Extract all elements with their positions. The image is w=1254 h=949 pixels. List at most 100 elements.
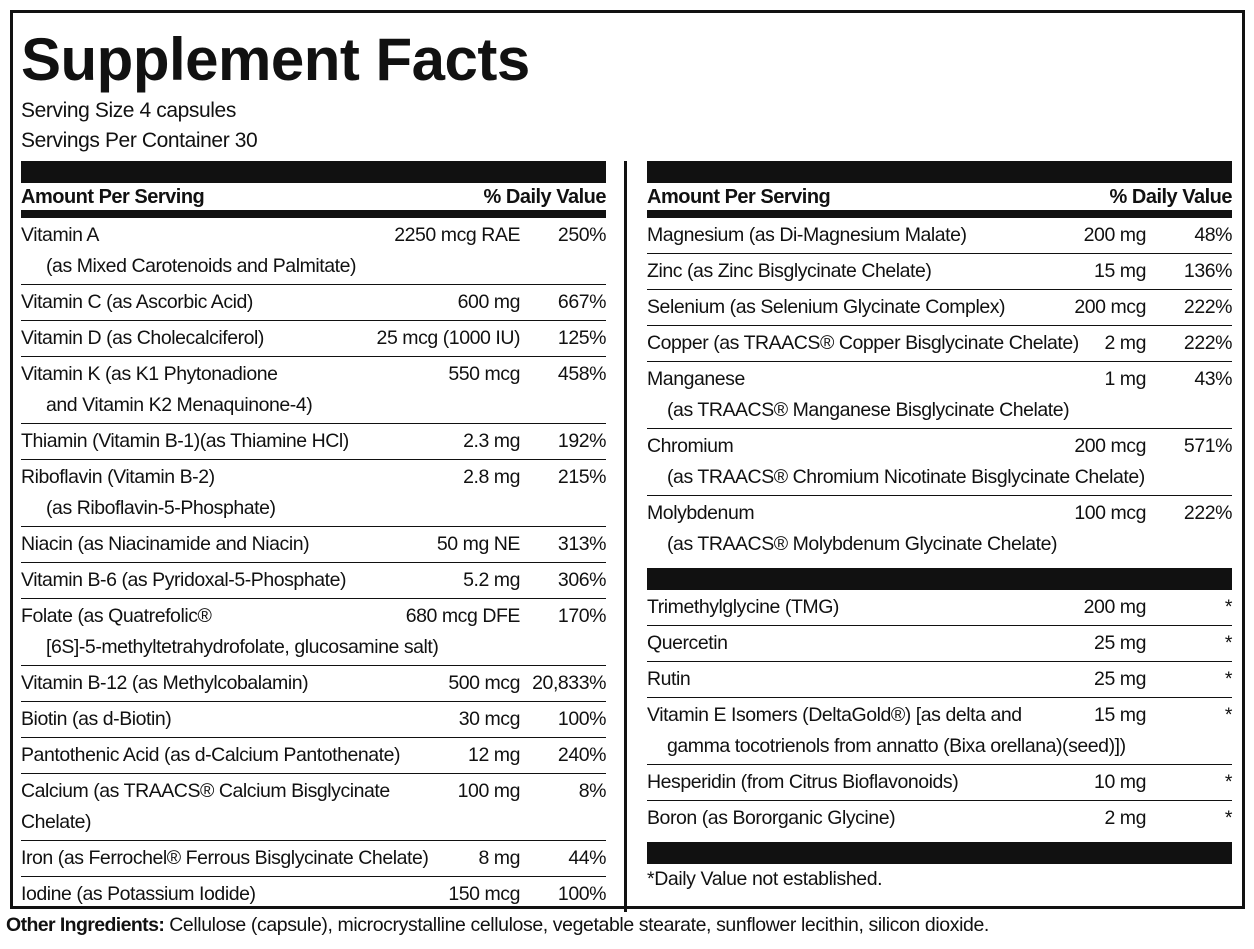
nutrient-line: Selenium (as Selenium Glycinate Complex)… (647, 292, 1232, 323)
column-header: Amount Per Serving % Daily Value (647, 183, 1233, 210)
servings-per-container: Servings Per Container 30 (21, 129, 258, 152)
daily-value-header: % Daily Value (1109, 186, 1233, 208)
nutrient-line: Pantothenic Acid (as d-Calcium Pantothen… (21, 740, 606, 771)
daily-value: 222% (1183, 332, 1233, 354)
nutrient-row: Pantothenic Acid (as d-Calcium Pantothen… (21, 738, 606, 774)
nutrient-amount: 25 mg (1094, 632, 1146, 654)
nutrient-line: Rutin 25 mg * (647, 664, 1232, 695)
nutrient-row: Copper (as TRAACS® Copper Bisglycinate C… (647, 326, 1232, 362)
black-bar (647, 210, 1232, 218)
nutrient-name: Molybdenum (647, 502, 755, 524)
nutrient-row: Vitamin K (as K1 Phytonadione 550 mcg 458%… (21, 357, 606, 424)
nutrient-line: Vitamin B-12 (as Methylcobalamin) 500 mcg… (21, 668, 606, 699)
nutrient-line: Vitamin C (as Ascorbic Acid) 600 mg 667% (21, 287, 606, 318)
nutrient-row: Vitamin B-12 (as Methylcobalamin) 500 mcg… (21, 666, 606, 702)
nutrient-line: Iodine (as Potassium Iodide) 150 mcg 100% (21, 879, 606, 910)
daily-value: 215% (557, 466, 607, 488)
nutrient-amount: 200 mg (1083, 224, 1147, 246)
column-header: Amount Per Serving % Daily Value (21, 183, 607, 210)
nutrient-row: Manganese 1 mg 43% (as TRAACS® Manganese Bi… (647, 362, 1232, 429)
nutrient-row: Selenium (as Selenium Glycinate Complex)… (647, 290, 1232, 326)
nutrient-source: and Vitamin K2 Menaquinone-4) (46, 394, 313, 416)
daily-value: 100% (557, 708, 607, 730)
nutrient-row: Vitamin D (as Cholecalciferol) 25 mcg (10… (21, 321, 606, 357)
nutrient-name: Pantothenic Acid (as d-Calcium Pantothen… (21, 744, 401, 766)
daily-value: 125% (557, 327, 607, 349)
nutrient-row: Trimethylglycine (TMG) 200 mg * (647, 590, 1232, 626)
nutrient-amount: 8 mg (478, 847, 520, 869)
nutrient-source: (as Mixed Carotenoids and Palmitate) (46, 255, 357, 277)
nutrient-name: Riboflavin (Vitamin B-2) (21, 466, 215, 488)
nutrient-source: (as TRAACS® Molybdenum Glycinate Chelate… (667, 533, 1058, 555)
nutrient-name: Niacin (as Niacinamide and Niacin) (21, 533, 310, 555)
nutrient-name: Folate (as Quatrefolic® (21, 605, 212, 627)
daily-value: * (1224, 596, 1233, 618)
nutrient-source: (as TRAACS® Manganese Bisglycinate Chela… (667, 399, 1070, 421)
nutrient-name: Vitamin D (as Cholecalciferol) (21, 327, 264, 349)
other-ingredients: Other Ingredients: Cellulose (capsule), … (6, 914, 989, 937)
nutrient-line: Vitamin A 2250 mcg RAE 250% (21, 220, 606, 251)
nutrient-row: Calcium (as TRAACS® Calcium Bisglycinate… (21, 774, 606, 841)
nutrient-line: Trimethylglycine (TMG) 200 mg * (647, 592, 1232, 623)
daily-value: 100% (557, 883, 607, 905)
nutrient-amount: 200 mcg (1074, 296, 1146, 318)
nutrient-amount: 15 mg (1094, 704, 1146, 726)
nutrient-row: Biotin (as d-Biotin) 30 mcg 100% (21, 702, 606, 738)
black-bar (647, 161, 1232, 183)
nutrient-name: Chromium (647, 435, 734, 457)
nutrient-amount: 500 mcg (448, 672, 520, 694)
amount-header: Amount Per Serving (21, 186, 205, 208)
title: Supplement Facts (21, 26, 530, 93)
nutrient-row: Hesperidin (from Citrus Bioflavonoids) 10… (647, 765, 1232, 801)
nutrient-name: Iodine (as Potassium Iodide) (21, 883, 256, 905)
nutrient-line: Calcium (as TRAACS® Calcium Bisglycinate… (21, 776, 606, 838)
nutrient-amount: 2250 mcg RAE (394, 224, 520, 246)
nutrient-line: Magnesium (as Di-Magnesium Malate) 200 mg… (647, 220, 1232, 251)
nutrient-name: Iron (as Ferrochel® Ferrous Bisglycinate… (21, 847, 429, 869)
nutrient-name: Calcium (as TRAACS® Calcium Bisglycinate… (21, 780, 390, 833)
daily-value: 667% (557, 291, 607, 313)
black-bar (21, 161, 606, 183)
nutrient-name: Trimethylglycine (TMG) (647, 596, 839, 618)
nutrient-amount: 600 mg (457, 291, 521, 313)
daily-value: 20,833% (532, 672, 606, 694)
daily-value: * (1224, 632, 1233, 654)
nutrient-line: Boron (as Bororganic Glycine) 2 mg * (647, 803, 1232, 834)
nutrient-amount: 12 mg (468, 744, 520, 766)
nutrient-amount: 2 mg (1104, 332, 1146, 354)
black-bar (21, 210, 606, 218)
nutrient-name: Magnesium (as Di-Magnesium Malate) (647, 224, 967, 246)
nutrient-line: Hesperidin (from Citrus Bioflavonoids) 10… (647, 767, 1232, 798)
nutrient-line: Manganese 1 mg 43% (647, 364, 1232, 395)
nutrient-name: Rutin (647, 668, 691, 690)
nutrient-source: [6S]-5-methyltetrahydrofolate, glucosami… (46, 636, 439, 658)
footnote: *Daily Value not established. (647, 868, 883, 890)
nutrient-name: Vitamin K (as K1 Phytonadione (21, 363, 278, 385)
left-column: Amount Per Serving % Daily Value Vitamin A… (21, 161, 607, 912)
other-ingredients-text: Cellulose (capsule), microcrystalline ce… (169, 914, 989, 936)
daily-value: 306% (557, 569, 607, 591)
nutrient-row: Vitamin C (as Ascorbic Acid) 600 mg 667% (21, 285, 606, 321)
nutrient-name: Vitamin B-12 (as Methylcobalamin) (21, 672, 309, 694)
black-bar (647, 568, 1232, 590)
daily-value: 44% (568, 847, 606, 869)
supplement-facts-panel: Supplement Facts Serving Size 4 capsules… (10, 10, 1245, 912)
nutrient-name: Boron (as Bororganic Glycine) (647, 807, 896, 829)
nutrient-line: Vitamin D (as Cholecalciferol) 25 mcg (10… (21, 323, 606, 354)
nutrient-amount: 200 mcg (1074, 435, 1146, 457)
nutrient-line: Iron (as Ferrochel® Ferrous Bisglycinate… (21, 843, 606, 874)
nutrient-name: Vitamin B-6 (as Pyridoxal-5-Phosphate) (21, 569, 347, 591)
nutrient-row: Quercetin 25 mg * (647, 626, 1232, 662)
nutrient-source: (as Riboflavin-5-Phosphate) (46, 497, 276, 519)
nutrient-line: Biotin (as d-Biotin) 30 mcg 100% (21, 704, 606, 735)
serving-size: Serving Size 4 capsules (21, 99, 236, 122)
nutrient-amount: 200 mg (1083, 596, 1147, 618)
nutrient-name: Copper (as TRAACS® Copper Bisglycinate C… (647, 332, 1079, 354)
daily-value: 8% (578, 780, 607, 802)
nutrient-amount: 5.2 mg (463, 569, 520, 591)
nutrient-name: Thiamin (Vitamin B-1)(as Thiamine HCl) (21, 430, 349, 452)
daily-value: 48% (1194, 224, 1232, 246)
daily-value: 192% (557, 430, 607, 452)
nutrient-name: Vitamin E Isomers (DeltaGold®) [as delta… (647, 704, 1022, 726)
nutrient-row: Molybdenum 100 mcg 222% (as TRAACS® Molybde… (647, 496, 1232, 562)
